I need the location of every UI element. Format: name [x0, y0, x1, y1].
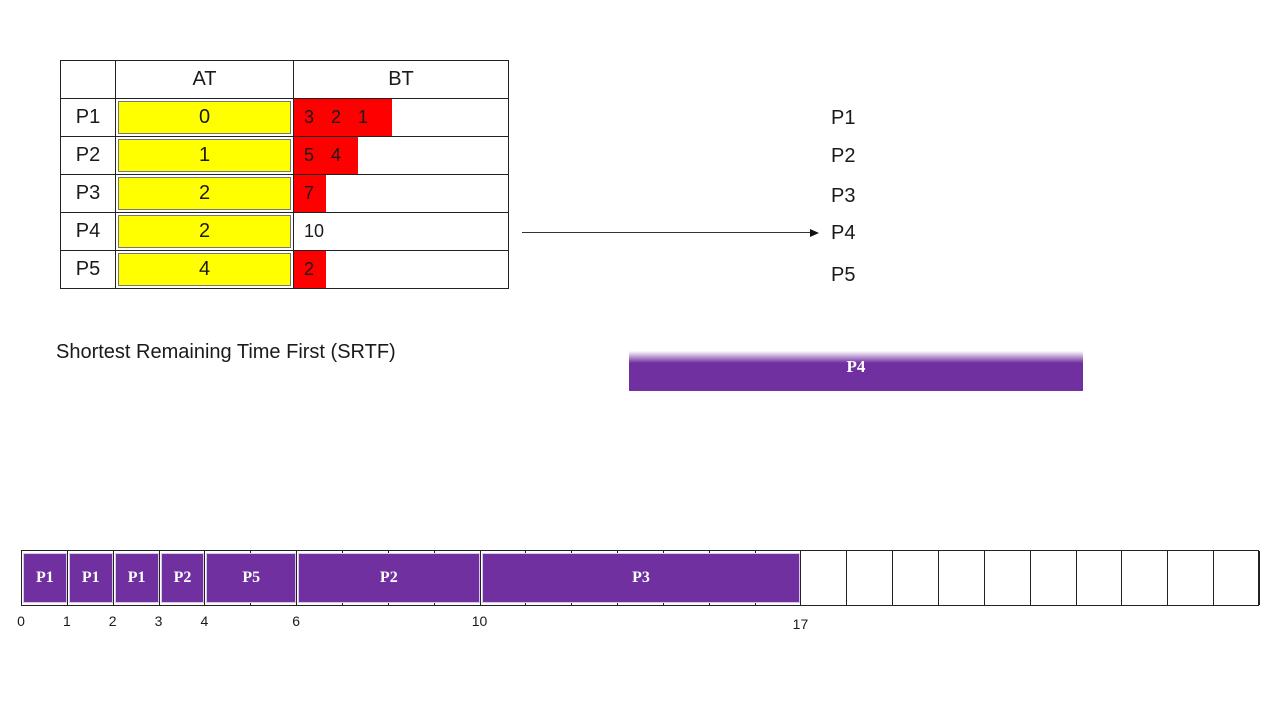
gantt-slot: [1077, 551, 1123, 605]
burst-value: 3: [304, 107, 315, 127]
burst-value: 4: [331, 145, 342, 165]
process-name: P3: [60, 174, 116, 213]
algorithm-title: Shortest Remaining Time First (SRTF): [56, 341, 396, 363]
burst-value: 10: [304, 221, 325, 241]
queue-item: P1: [831, 107, 856, 129]
gantt-block: P1: [68, 553, 113, 603]
gantt-slot: [1168, 551, 1215, 605]
process-name: P5: [60, 250, 116, 289]
table-row: P2 1 5 4: [60, 136, 509, 175]
burst-time-cell: 2: [293, 250, 509, 289]
burst-values: 10: [304, 213, 341, 250]
gantt-slot: [939, 551, 985, 605]
gantt-block: P2: [160, 553, 205, 603]
header-blank: [60, 60, 116, 99]
burst-value: 1: [358, 107, 369, 127]
gantt-slot: [68, 551, 114, 605]
gantt-slot: [756, 551, 802, 605]
burst-fill: [294, 137, 358, 174]
table-row: P1 0 3 2 1: [60, 98, 509, 137]
process-name: P2: [60, 136, 116, 175]
burst-value: 5: [304, 145, 315, 165]
burst-fill: [294, 175, 326, 212]
table-row: P5 4 2: [60, 250, 509, 289]
gantt-slot: [801, 551, 848, 605]
gantt-slot: [1122, 551, 1169, 605]
gantt-tick: 0: [17, 613, 25, 629]
process-table: AT BT P1 0 3 2 1 P2 1 5 4: [60, 60, 509, 289]
burst-time-cell: 5 4: [293, 136, 509, 175]
gantt-tick: 17: [792, 616, 809, 632]
burst-values: 7: [304, 175, 331, 212]
arrival-time: 1: [115, 136, 294, 175]
queue-item: P4: [831, 222, 856, 244]
gantt-tick: 10: [471, 613, 488, 629]
gantt-slot: [1031, 551, 1077, 605]
gantt-block: P3: [481, 553, 801, 603]
gantt-tick: 3: [154, 613, 163, 629]
burst-values: 2: [304, 251, 331, 288]
queue-item: P2: [831, 145, 856, 167]
queue-item: P5: [831, 264, 856, 286]
gantt-tick: 2: [108, 613, 117, 629]
gantt-slot: [985, 551, 1031, 605]
gantt-slot: [1214, 551, 1260, 605]
gantt-slot: [114, 551, 160, 605]
gantt-block: P5: [206, 553, 297, 603]
burst-values: 5 4: [304, 137, 358, 174]
table-row: P3 2 7: [60, 174, 509, 213]
table-header-row: AT BT: [60, 60, 509, 99]
burst-value: 2: [304, 259, 315, 279]
gantt-slot: [160, 551, 206, 605]
burst-time-cell: 10: [293, 212, 509, 251]
burst-value: 2: [331, 107, 342, 127]
process-name: P1: [60, 98, 116, 137]
burst-time-cell: 3 2 1: [293, 98, 509, 137]
burst-fill: [294, 251, 326, 288]
gantt-slot: [22, 551, 68, 605]
executing-process-bar: P4: [629, 351, 1083, 391]
header-at: AT: [115, 60, 294, 99]
table-row: P4 2 10: [60, 212, 509, 251]
gantt-chart: P1 P1 P1 P2 P5 P2 P3: [21, 550, 1260, 606]
gantt-slot: [847, 551, 894, 605]
arrow-head-icon: [810, 229, 819, 237]
burst-values: 3 2 1: [304, 99, 385, 136]
gantt-tick: 4: [200, 613, 209, 629]
gantt-block: P1: [23, 553, 67, 603]
gantt-tick: 6: [292, 613, 301, 629]
gantt-tick: 1: [62, 613, 71, 629]
process-name: P4: [60, 212, 116, 251]
gantt-block: P1: [114, 553, 159, 603]
arrival-time: 2: [115, 174, 294, 213]
gantt-slot: [435, 551, 481, 605]
burst-fill: [294, 99, 392, 136]
queue-item: P3: [831, 185, 856, 207]
gantt-block: P2: [298, 553, 480, 603]
header-bt: BT: [293, 60, 509, 99]
arrival-time: 0: [115, 98, 294, 137]
arrival-time: 2: [115, 212, 294, 251]
gantt-slot: [251, 551, 298, 605]
gantt-slot: [893, 551, 940, 605]
arrival-time: 4: [115, 250, 294, 289]
queue-arrow-line: [522, 232, 810, 233]
burst-time-cell: 7: [293, 174, 509, 213]
burst-value: 7: [304, 183, 315, 203]
